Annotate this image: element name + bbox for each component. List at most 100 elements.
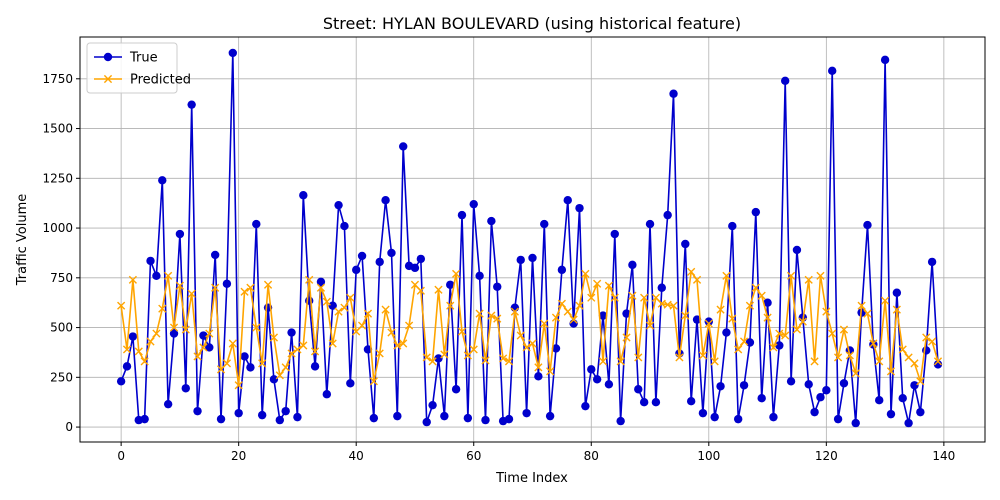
chart-title: Street: HYLAN BOULEVARD (using historica…	[323, 14, 741, 33]
true-point	[545, 411, 555, 421]
true-point	[387, 248, 396, 258]
true-point	[352, 265, 361, 275]
true-point	[187, 100, 196, 109]
predicted-point	[916, 377, 925, 386]
x-tick-label: 120	[815, 449, 838, 463]
true-point	[475, 271, 484, 281]
true-point	[287, 328, 296, 337]
predicted-point	[828, 329, 837, 338]
y-tick-label: 1750	[42, 72, 73, 86]
predicted-point	[252, 323, 261, 332]
predicted-point	[763, 313, 772, 322]
predicted-point	[710, 357, 719, 366]
predicted-point	[604, 281, 613, 290]
true-point	[598, 311, 608, 320]
predicted-point	[575, 301, 584, 310]
true-point	[728, 221, 737, 231]
predicted-point	[240, 287, 249, 296]
predicted-point	[863, 309, 872, 318]
true-point	[234, 408, 243, 418]
predicted-point	[299, 341, 308, 350]
predicted-point	[593, 279, 602, 288]
true-point	[880, 55, 890, 65]
true-point	[228, 48, 237, 58]
predicted-point	[839, 325, 849, 334]
true-point	[357, 251, 367, 261]
true-point	[581, 401, 590, 411]
true-point	[381, 195, 390, 205]
true-point	[328, 301, 337, 310]
predicted-point	[316, 283, 326, 292]
predicted-point	[211, 283, 220, 292]
axis-ticks: 0 20 40 60 80 100 120 140 0 250 500 750 1000 1250 1500…	[42, 72, 955, 463]
true-point	[698, 408, 708, 418]
predicted-point	[199, 343, 208, 352]
true-point	[575, 203, 584, 213]
predicted-point	[622, 333, 631, 342]
predicted-point	[798, 317, 807, 326]
predicted-point	[569, 315, 578, 324]
predicted-point	[833, 353, 843, 362]
predicted-point	[528, 339, 537, 348]
predicted-point	[481, 356, 490, 365]
predicted-point	[246, 283, 255, 292]
predicted-point	[287, 349, 296, 358]
predicted-point	[340, 303, 349, 312]
predicted-point	[551, 313, 561, 322]
predicted-point	[933, 357, 943, 366]
predicted-point	[810, 357, 819, 366]
true-point	[451, 385, 461, 394]
true-point	[639, 397, 649, 407]
predicted-point	[169, 323, 179, 332]
series-layer	[116, 48, 943, 428]
predicted-point	[322, 297, 331, 306]
predicted-point	[786, 271, 796, 280]
predicted-point	[334, 307, 343, 316]
predicted-point	[146, 337, 155, 346]
predicted-point	[616, 357, 625, 366]
true-point	[504, 414, 514, 424]
true-point	[446, 280, 455, 289]
predicted-point	[493, 314, 502, 323]
true-point	[169, 329, 179, 338]
true-point	[669, 89, 678, 98]
series-predicted	[117, 267, 943, 390]
y-tick-label: 1250	[42, 171, 73, 185]
true-point	[634, 385, 643, 394]
legend-true-label: True	[129, 51, 158, 66]
predicted-point	[734, 345, 743, 354]
predicted-point	[775, 329, 784, 338]
true-point	[822, 386, 831, 395]
true-line	[120, 52, 939, 424]
predicted-point	[269, 333, 279, 342]
true-point	[199, 331, 208, 340]
true-point	[481, 415, 490, 425]
true-point	[716, 382, 725, 391]
true-point	[839, 379, 849, 388]
predicted-point	[499, 354, 508, 363]
predicted-point	[681, 311, 690, 320]
predicted-point	[440, 350, 449, 359]
predicted-point	[845, 351, 854, 360]
true-point	[193, 406, 202, 416]
predicted-point	[446, 301, 455, 310]
true-point	[628, 260, 637, 270]
predicted-point	[534, 363, 543, 372]
true-point	[775, 341, 784, 350]
legend-predicted-label: Predicted	[130, 73, 191, 88]
true-point	[416, 254, 426, 264]
true-point	[587, 365, 596, 374]
plot-frame	[79, 36, 986, 443]
predicted-point	[598, 357, 608, 366]
predicted-point	[851, 369, 860, 378]
predicted-point	[745, 301, 755, 310]
true-point	[399, 142, 408, 151]
predicted-point	[522, 343, 531, 352]
predicted-point	[869, 339, 878, 348]
predicted-point	[628, 291, 637, 300]
predicted-point	[452, 269, 461, 278]
predicted-point	[792, 325, 802, 334]
y-tick-label: 500	[50, 321, 73, 335]
predicted-point	[540, 319, 549, 328]
true-point	[851, 418, 860, 428]
